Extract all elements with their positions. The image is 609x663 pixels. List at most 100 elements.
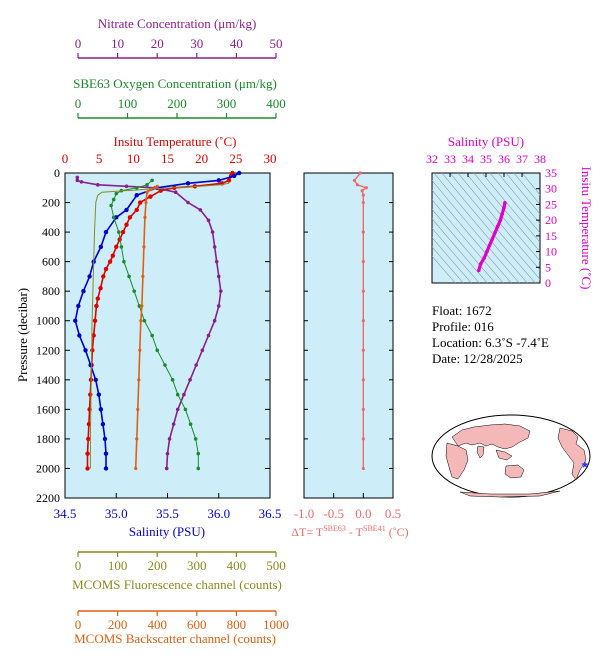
nitrate-profile-point <box>75 178 80 183</box>
delta-t-point <box>355 183 359 187</box>
backscatter-tick-label: 1000 <box>263 617 289 632</box>
oxygen-profile-point <box>111 197 116 202</box>
nitrate-profile-point <box>186 200 190 205</box>
salinity-axis-title: Salinity (PSU) <box>129 524 205 539</box>
oxygen-axis-ticks: 0 100 200 300 400 <box>75 96 286 118</box>
ts-temperature-tick-label: 0 <box>545 276 551 290</box>
nitrate-profile-point <box>96 183 100 187</box>
pressure-tick-label: 600 <box>42 255 60 269</box>
backscatter-profile-point <box>155 184 159 188</box>
backscatter-tick-label: 400 <box>147 617 167 632</box>
temperature-tick-label: 25 <box>229 151 242 166</box>
temperature-profile-point <box>124 222 129 227</box>
landmass-southeast-asia <box>495 449 513 461</box>
nitrate-axis-title: Nitrate Concentration (μm/kg) <box>98 16 257 31</box>
delta-t-point <box>360 189 364 193</box>
oxygen-profile-point <box>137 304 142 308</box>
oxygen-profile-point <box>119 245 124 249</box>
map-landmasses <box>445 423 587 498</box>
backscatter-profile-point <box>143 215 147 219</box>
backscatter-axis-title: MCOMS Backscatter channel (counts) <box>74 631 276 646</box>
ts-series <box>477 201 507 273</box>
delta-t-plot: -1.0 -0.5 0.0 0.5 ΔT= TSBE63 - TSBE41 (˚C) <box>291 171 409 539</box>
nitrate-tick-label: 0 <box>75 36 82 51</box>
temperature-profile-point <box>107 259 113 264</box>
oxygen-profile-point <box>134 185 139 190</box>
delta-t-point <box>361 466 365 471</box>
temperature-profile-point <box>114 244 119 250</box>
temperature-tick-label: 5 <box>96 151 103 166</box>
landmass-australia <box>504 464 525 479</box>
temperature-profile-point <box>85 451 90 456</box>
salinity-profile-point <box>216 178 221 183</box>
temperature-profile-point <box>148 194 153 199</box>
temperature-axis-ticks: 0 5 10 15 20 25 30 <box>62 151 277 178</box>
ts-isopycnal-line <box>481 173 540 243</box>
ts-point <box>485 249 489 254</box>
ts-isopycnal-line <box>505 173 540 215</box>
temperature-profile-point <box>86 436 91 442</box>
salinity-profile-point <box>103 466 109 471</box>
nitrate-profile-point <box>175 407 180 412</box>
nitrate-profile-point <box>206 333 211 338</box>
backscatter-tick-label: 0 <box>75 617 82 632</box>
delta-t-tick-label: -1.0 <box>294 506 315 521</box>
nitrate-profile-point <box>188 378 192 382</box>
salinity-profile-point <box>237 170 242 176</box>
oxygen-tick-label: 400 <box>266 96 286 111</box>
fluorescence-tick-label: 400 <box>227 558 247 573</box>
temperature-profile-point <box>134 207 139 213</box>
ts-isopycnal-line <box>432 218 488 283</box>
temperature-profile-point <box>85 466 90 471</box>
pressure-tick-label: 1600 <box>36 402 60 416</box>
ts-salinity-axis-title: Salinity (PSU) <box>448 134 524 149</box>
salinity-profile-point <box>100 421 106 427</box>
nitrate-profile-point <box>171 422 176 426</box>
backscatter-profile-point <box>138 348 142 352</box>
oxygen-profile-point <box>170 378 175 382</box>
ts-temperature-tick-label: 5 <box>545 260 551 274</box>
backscatter-profile-point <box>134 466 138 471</box>
salinity-profile-point <box>83 348 88 353</box>
ts-isopycnal-line <box>432 246 464 283</box>
ts-salinity-tick-label: 34 <box>462 152 474 166</box>
delta-t-point <box>361 193 365 197</box>
ts-isopycnal-line <box>432 237 472 283</box>
delta-t-plot-area <box>303 172 394 499</box>
backscatter-tick-label: 800 <box>227 617 247 632</box>
oxygen-profile-point <box>196 466 201 471</box>
oxygen-profile-point <box>145 183 149 187</box>
nitrate-profile-point <box>219 289 223 293</box>
backscatter-tick-label: 600 <box>187 617 207 632</box>
oxygen-profile-point <box>183 407 188 412</box>
temperature-profile-point <box>127 215 133 220</box>
ts-point <box>477 268 481 273</box>
ts-point <box>502 205 506 210</box>
temperature-tick-label: 20 <box>195 151 208 166</box>
oxygen-profile-point <box>150 333 154 338</box>
temperature-profile-point <box>101 274 106 279</box>
landmass-asia-europe <box>451 423 531 450</box>
oxygen-profile-point <box>111 215 116 220</box>
oxygen-profile-point <box>132 289 136 293</box>
temperature-profile-point <box>98 286 103 291</box>
nitrate-profile-point <box>210 230 215 234</box>
temperature-axis-title: Insitu Temperature (˚C) <box>113 134 236 149</box>
ts-isopycnal-line <box>489 173 540 234</box>
pressure-tick-label: 1200 <box>36 343 60 357</box>
backscatter-profile-point <box>136 407 140 411</box>
nitrate-profile-point <box>75 175 80 180</box>
temperature-profile-point <box>226 178 232 183</box>
nitrate-profile-point <box>216 304 221 308</box>
ts-salinity-tick-label: 37 <box>516 152 528 166</box>
temperature-profile-point <box>110 253 116 258</box>
ts-isopycnal-line <box>473 173 540 252</box>
nitrate-profile-point <box>182 392 186 397</box>
salinity-profile-point <box>88 362 93 368</box>
float-id: Float: 1672 <box>432 303 492 318</box>
backscatter-profile-point <box>139 319 143 323</box>
delta-t-point <box>361 260 365 264</box>
delta-t-point <box>361 289 365 293</box>
salinity-tick-label: 36.0 <box>207 506 230 521</box>
delta-t-point <box>352 178 357 182</box>
